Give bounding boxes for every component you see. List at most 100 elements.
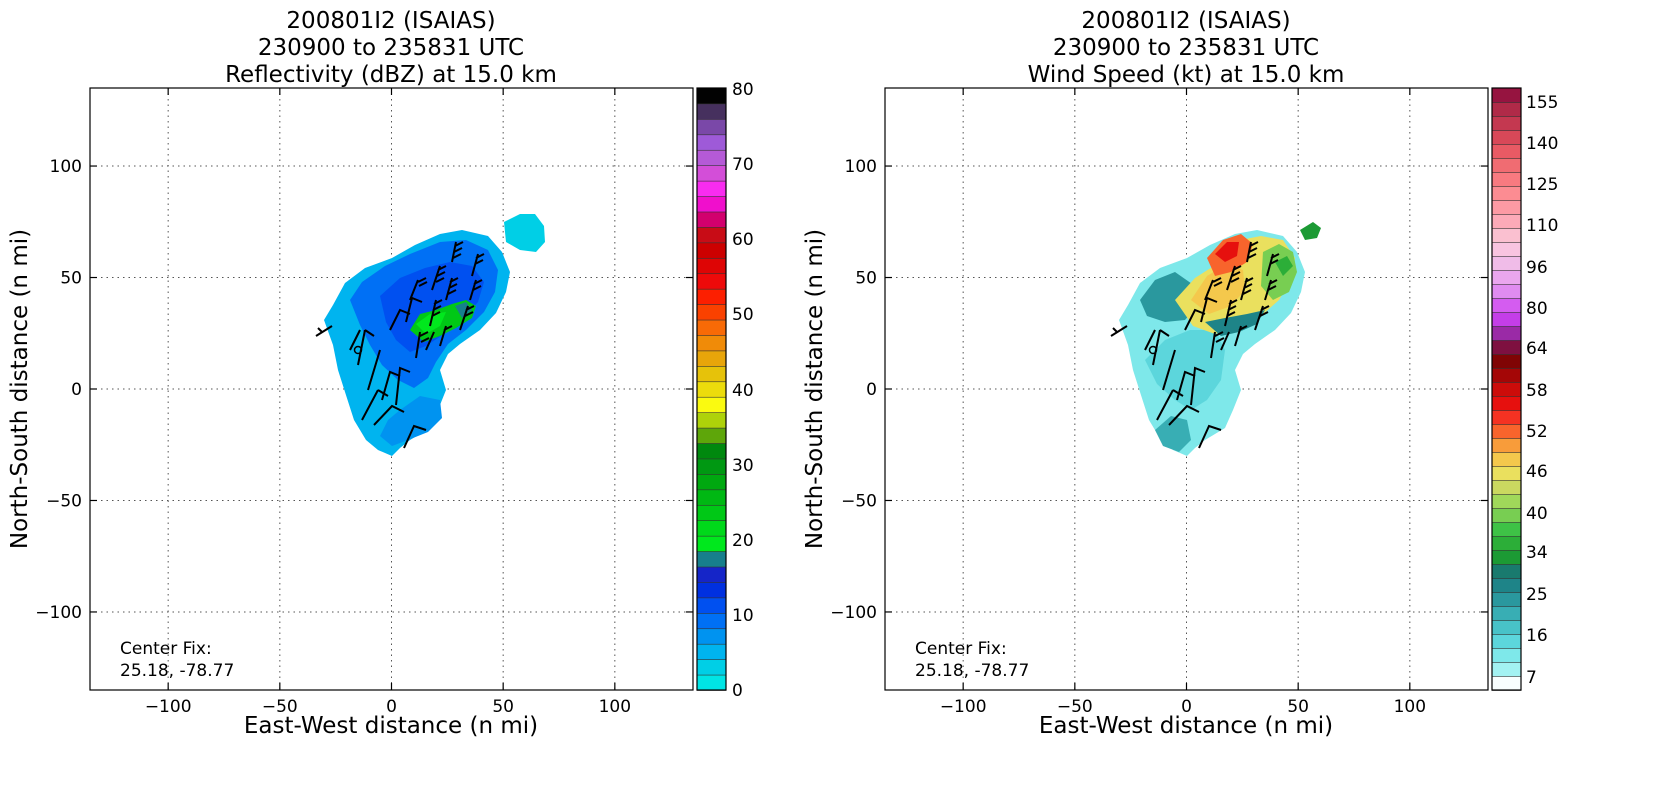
colorbar-tick-label: 30 <box>732 456 754 476</box>
colorbar-segment <box>1491 423 1522 439</box>
colorbar-segment <box>696 242 727 259</box>
colorbar-segment <box>696 519 727 537</box>
colorbar-segment <box>1491 479 1522 495</box>
colorbar-segment <box>696 473 727 491</box>
axis-ticks <box>885 88 1488 690</box>
colorbar-segment <box>696 612 727 630</box>
reflectivity-panel: 200801I2 (ISAIAS) 230900 to 235831 UTC R… <box>7 8 754 739</box>
colorbar-segment <box>696 597 727 614</box>
colorbar-segment <box>1491 675 1522 691</box>
colorbar-segment <box>696 303 727 321</box>
grid-lines <box>90 88 693 690</box>
colorbar-segment <box>1491 199 1522 215</box>
colorbar-segment <box>696 118 727 136</box>
x-tick-label: −50 <box>262 697 298 717</box>
colorbar-segment <box>696 350 727 367</box>
colorbar-segment <box>1491 171 1522 187</box>
colorbar-tick-label: 50 <box>732 305 754 325</box>
colorbar-tick-label: 20 <box>732 531 754 551</box>
colorbar-segment <box>1491 255 1522 271</box>
colorbar-segment <box>696 581 727 599</box>
colorbar-segment <box>696 566 727 583</box>
colorbar-segment <box>696 380 727 398</box>
x-tick-label: 100 <box>1394 697 1426 717</box>
colorbar-segment <box>696 643 727 660</box>
colorbar-segment <box>696 211 727 228</box>
colorbar-tick-label: 10 <box>732 606 754 626</box>
center-fix-value: 25.18, -78.77 <box>915 661 1029 681</box>
center-fix-marker <box>353 345 363 355</box>
colorbar-segment <box>696 180 727 197</box>
colorbar-segment <box>1491 283 1522 299</box>
colorbar-segment <box>696 535 727 552</box>
colorbar-tick-label: 40 <box>1526 504 1548 524</box>
colorbar-tick-label: 155 <box>1526 93 1558 113</box>
colorbar-segment <box>1491 493 1522 509</box>
colorbar-frame <box>696 87 727 691</box>
x-tick-label: −100 <box>940 697 987 717</box>
x-axis-label: East-West distance (n mi) <box>244 713 538 739</box>
x-tick-labels: −100 −50 0 50 100 <box>145 697 631 717</box>
colorbar-tick-labels: 7 16 25 34 40 46 52 58 64 80 96 110 125 … <box>1526 93 1558 688</box>
colorbar-segment <box>696 226 727 244</box>
colorbar-segment <box>696 257 727 275</box>
colorbar-segment <box>1491 507 1522 523</box>
colorbar-tick-label: 60 <box>732 230 754 250</box>
colorbar-segment <box>696 103 727 120</box>
colorbar-segment <box>1491 129 1522 145</box>
x-tick-label: 0 <box>386 697 397 717</box>
y-tick-label: −50 <box>46 491 82 511</box>
colorbar-tick-label: 80 <box>1526 299 1548 319</box>
colorbar-segment <box>696 550 727 568</box>
colorbar-tick-label: 40 <box>732 381 754 401</box>
colorbar-segment <box>696 272 727 290</box>
colorbar-tick-label: 70 <box>732 155 754 175</box>
y-tick-label: −100 <box>35 603 82 623</box>
center-fix-value: 25.18, -78.77 <box>120 661 234 681</box>
chart-title-line3: Wind Speed (kt) at 15.0 km <box>1028 62 1345 88</box>
colorbar-segment <box>1491 87 1522 103</box>
x-tick-label: −50 <box>1057 697 1093 717</box>
y-tick-label: 50 <box>60 269 82 289</box>
x-tick-label: 100 <box>599 697 631 717</box>
colorbar-segment <box>1491 227 1522 243</box>
colorbar <box>1491 87 1522 691</box>
x-tick-label: −100 <box>145 697 192 717</box>
colorbar-segment <box>696 458 727 475</box>
colorbar-segment <box>696 396 727 413</box>
colorbar-segment <box>1491 185 1522 201</box>
x-tick-label: 50 <box>1287 697 1309 717</box>
colorbar-segment <box>696 627 727 645</box>
colorbar-segment <box>696 164 727 182</box>
colorbar-segment <box>696 195 727 213</box>
colorbar-tick-label: 110 <box>1526 216 1558 236</box>
colorbar-segment <box>696 288 727 305</box>
axis-ticks <box>90 88 693 690</box>
colorbar-segment <box>1491 437 1522 453</box>
colorbar-segment <box>1491 143 1522 159</box>
colorbar-segment <box>1491 451 1522 467</box>
chart-title-line1: 200801I2 (ISAIAS) <box>286 8 495 34</box>
colorbar-segment <box>696 674 727 691</box>
x-tick-label: 0 <box>1181 697 1192 717</box>
colorbar-segment <box>1491 535 1522 551</box>
colorbar-segment <box>1491 157 1522 173</box>
y-tick-label: 0 <box>866 380 877 400</box>
colorbar-segment <box>1491 367 1522 383</box>
colorbar-segment <box>696 87 727 105</box>
colorbar-segment <box>1491 101 1522 117</box>
colorbar-segment <box>1491 339 1522 355</box>
colorbar-segment <box>1491 311 1522 327</box>
wind-barbs <box>315 241 485 449</box>
colorbar-segment <box>696 504 727 522</box>
colorbar-tick-label: 125 <box>1526 175 1558 195</box>
colorbar-tick-labels: 0 10 20 30 40 50 60 70 80 <box>732 80 754 701</box>
colorbar-tick-label: 96 <box>1526 258 1548 278</box>
colorbar-segment <box>1491 577 1522 593</box>
colorbar-tick-label: 58 <box>1526 381 1548 401</box>
colorbar-segment <box>696 489 727 506</box>
y-tick-label: 0 <box>71 380 82 400</box>
colorbar-tick-label: 80 <box>732 80 754 100</box>
y-axis-label: North-South distance (n mi) <box>802 229 828 549</box>
y-tick-label: 50 <box>855 269 877 289</box>
